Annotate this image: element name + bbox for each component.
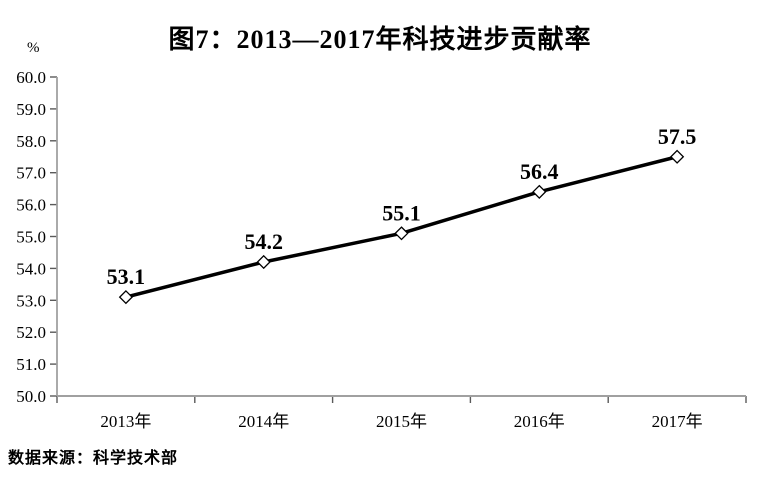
data-source-note: 数据来源：科学技术部 xyxy=(8,450,179,467)
data-point-marker xyxy=(118,289,134,305)
y-tick-label: 59.0 xyxy=(16,100,46,119)
y-tick-label: 52.0 xyxy=(16,323,46,342)
x-tick-label: 2015年 xyxy=(376,412,427,431)
y-tick-label: 56.0 xyxy=(16,196,46,215)
data-point-label: 55.1 xyxy=(382,200,421,225)
y-tick-label: 57.0 xyxy=(16,164,46,183)
y-tick-label: 54.0 xyxy=(16,259,46,278)
data-point-label: 53.1 xyxy=(107,264,146,289)
data-point-marker xyxy=(394,226,409,241)
y-tick-label: 60.0 xyxy=(16,68,46,87)
x-tick-label: 2014年 xyxy=(238,412,289,431)
data-point-marker xyxy=(669,149,685,164)
y-axis-unit-label: % xyxy=(27,40,40,56)
x-tick-label: 2017年 xyxy=(652,412,703,431)
y-tick-label: 55.0 xyxy=(16,228,46,247)
y-tick-label: 58.0 xyxy=(16,132,46,151)
data-point-label: 57.5 xyxy=(658,124,697,149)
data-point-label: 56.4 xyxy=(520,159,559,184)
y-tick-label: 51.0 xyxy=(16,355,46,374)
y-tick-label: 53.0 xyxy=(16,291,46,310)
data-point-marker xyxy=(256,254,271,270)
y-tick-label: 50.0 xyxy=(16,387,46,406)
x-tick-label: 2016年 xyxy=(514,412,565,431)
data-point-label: 54.2 xyxy=(244,229,283,254)
chart-title: 图7：2013—2017年科技进步贡献率 xyxy=(168,25,592,54)
x-tick-label: 2013年 xyxy=(100,412,151,431)
data-point-marker xyxy=(532,184,547,199)
